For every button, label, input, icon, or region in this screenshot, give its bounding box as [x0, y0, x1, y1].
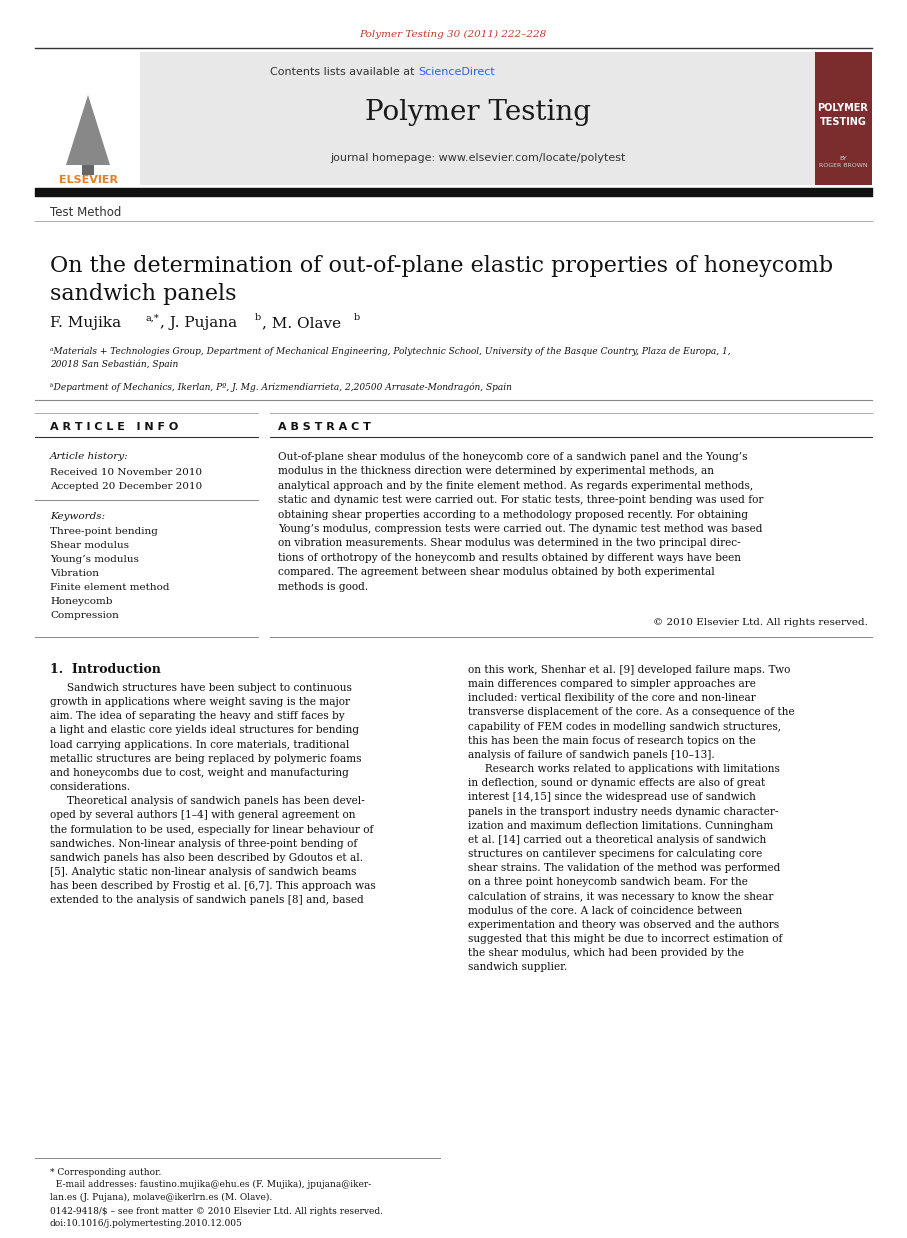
- Text: Young’s modulus: Young’s modulus: [50, 555, 139, 565]
- Text: Finite element method: Finite element method: [50, 583, 170, 592]
- Text: Vibration: Vibration: [50, 569, 99, 578]
- FancyBboxPatch shape: [35, 52, 140, 184]
- Text: Received 10 November 2010: Received 10 November 2010: [50, 468, 202, 477]
- FancyBboxPatch shape: [82, 165, 94, 175]
- Polygon shape: [66, 95, 110, 165]
- Text: Sandwich structures have been subject to continuous
growth in applications where: Sandwich structures have been subject to…: [50, 683, 375, 905]
- Text: Shear modulus: Shear modulus: [50, 541, 129, 550]
- Text: Article history:: Article history:: [50, 452, 129, 461]
- Text: Honeycomb: Honeycomb: [50, 597, 112, 605]
- Text: BY
ROGER BROWN: BY ROGER BROWN: [819, 156, 867, 168]
- Text: Contents lists available at: Contents lists available at: [270, 67, 418, 77]
- FancyBboxPatch shape: [815, 52, 872, 184]
- Text: doi:10.1016/j.polymertesting.2010.12.005: doi:10.1016/j.polymertesting.2010.12.005: [50, 1219, 243, 1228]
- Text: A R T I C L E   I N F O: A R T I C L E I N F O: [50, 422, 179, 432]
- Text: ScienceDirect: ScienceDirect: [418, 67, 494, 77]
- Text: b: b: [255, 313, 261, 323]
- Text: A B S T R A C T: A B S T R A C T: [278, 422, 371, 432]
- Text: ELSEVIER: ELSEVIER: [58, 175, 118, 184]
- Text: 0142-9418/$ – see front matter © 2010 Elsevier Ltd. All rights reserved.: 0142-9418/$ – see front matter © 2010 El…: [50, 1207, 383, 1216]
- Text: POLYMER
TESTING: POLYMER TESTING: [817, 104, 868, 126]
- Text: , M. Olave: , M. Olave: [262, 316, 341, 331]
- FancyBboxPatch shape: [140, 52, 815, 184]
- Text: Keywords:: Keywords:: [50, 513, 105, 521]
- Text: on this work, Shenhar et al. [9] developed failure maps. Two
main differences co: on this work, Shenhar et al. [9] develop…: [468, 665, 795, 972]
- Text: Compression: Compression: [50, 612, 119, 620]
- Text: , J. Pujana: , J. Pujana: [160, 316, 237, 331]
- Text: journal homepage: www.elsevier.com/locate/polytest: journal homepage: www.elsevier.com/locat…: [330, 154, 626, 163]
- Text: Out-of-plane shear modulus of the honeycomb core of a sandwich panel and the You: Out-of-plane shear modulus of the honeyc…: [278, 452, 764, 592]
- Text: b: b: [354, 313, 360, 323]
- Text: ᵃMaterials + Technologies Group, Department of Mechanical Engineering, Polytechn: ᵃMaterials + Technologies Group, Departm…: [50, 347, 731, 369]
- Text: Three-point bending: Three-point bending: [50, 527, 158, 536]
- Text: F. Mujika: F. Mujika: [50, 316, 122, 331]
- Text: Polymer Testing 30 (2011) 222–228: Polymer Testing 30 (2011) 222–228: [359, 30, 547, 38]
- Text: Accepted 20 December 2010: Accepted 20 December 2010: [50, 482, 202, 491]
- Text: a,*: a,*: [146, 313, 160, 323]
- Text: Test Method: Test Method: [50, 207, 122, 219]
- Text: © 2010 Elsevier Ltd. All rights reserved.: © 2010 Elsevier Ltd. All rights reserved…: [653, 618, 868, 626]
- Text: 1.  Introduction: 1. Introduction: [50, 664, 161, 676]
- Text: * Corresponding author.: * Corresponding author.: [50, 1167, 161, 1177]
- Text: E-mail addresses: faustino.mujika@ehu.es (F. Mujika), jpujana@iker-
lan.es (J. P: E-mail addresses: faustino.mujika@ehu.es…: [50, 1180, 371, 1202]
- Text: ᵇDepartment of Mechanics, Ikerlan, Pº, J. Mg. Arizmendiarrieta, 2,20500 Arrasate: ᵇDepartment of Mechanics, Ikerlan, Pº, J…: [50, 383, 512, 391]
- Text: On the determination of out-of-plane elastic properties of honeycomb
sandwich pa: On the determination of out-of-plane ela…: [50, 255, 834, 305]
- Text: Polymer Testing: Polymer Testing: [365, 99, 591, 126]
